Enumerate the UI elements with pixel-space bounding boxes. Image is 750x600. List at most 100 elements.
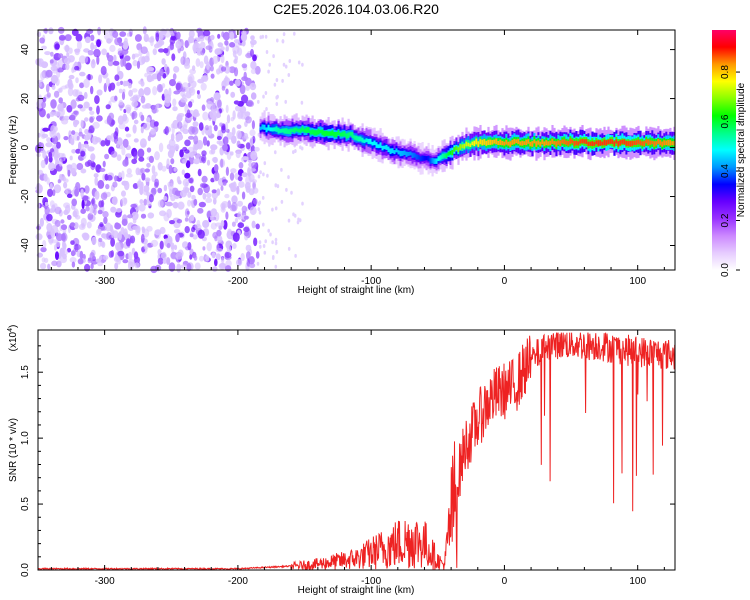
noise-blob [186,263,192,272]
noise-blob [294,253,297,258]
ridge-cell [549,140,552,146]
noise-blob [227,200,231,209]
noise-blob [93,207,97,216]
noise-blob [89,116,94,123]
ridge-cell [493,139,496,144]
noise-blob [71,67,75,74]
noise-blob [274,241,278,246]
ridge-cell [569,138,572,144]
noise-blob [246,99,254,106]
noise-blob [215,253,221,261]
noise-blob [237,222,245,229]
noise-blob [75,33,83,42]
noise-blob [237,110,244,118]
colorbar-tick-label: 0.0 [720,263,731,277]
noise-blob [271,207,274,212]
noise-blob [45,69,53,78]
noise-blob [40,246,47,253]
noise-blob [94,176,98,186]
noise-blob [64,44,70,53]
noise-blob [206,140,210,147]
noise-blob [188,101,193,108]
noise-blob [192,146,197,155]
noise-blob [235,105,241,112]
noise-blob [106,115,112,125]
noise-blob [52,61,60,70]
noise-blob [225,121,229,132]
noise-blob [216,244,220,251]
ridge-cell [377,144,380,149]
noise-blob [250,42,255,48]
ridge-cell [293,127,296,133]
noise-blob [96,228,102,235]
noise-blob [173,143,180,151]
noise-blob [125,238,131,247]
ridge-cell [531,141,534,147]
ridge-cell [535,141,538,147]
ridge-cell [657,138,660,144]
noise-blob [232,243,237,249]
noise-blob [106,135,112,141]
noise-blob [202,246,206,251]
ridge-cell [635,140,638,146]
noise-blob [35,225,42,230]
noise-blob [146,74,153,83]
noise-blob [217,99,222,109]
noise-blob [187,199,192,207]
noise-blob [168,262,176,272]
ridge-cell [439,155,442,161]
noise-blob [265,107,268,111]
noise-blob [232,50,237,58]
noise-blob [81,232,89,239]
ridge-cell [497,141,500,145]
noise-blob [117,250,125,257]
ridge-cell [415,154,418,160]
noise-blob [266,173,269,178]
noise-blob [74,110,80,116]
noise-blob [150,38,154,47]
noise-blob [125,173,133,178]
ridge-cell [391,148,394,154]
noise-blob [99,240,105,247]
ridge-cell [577,141,580,146]
noise-blob [241,63,248,69]
noise-blob [180,189,187,198]
ridge-cell [575,140,578,146]
ridge-cell [567,141,570,146]
noise-blob [234,217,239,224]
spectrogram-y-tick-label: -40 [20,238,31,253]
noise-blob [63,136,69,141]
noise-blob [144,72,149,78]
noise-blob [184,63,191,69]
noise-blob [75,215,81,220]
noise-blob [90,85,94,95]
noise-blob [79,250,84,260]
noise-blob [158,142,164,153]
noise-blob [80,150,86,157]
ridge-cell [433,158,436,164]
noise-blob [65,204,71,214]
ridge-cell [471,141,474,146]
noise-blob [171,53,176,61]
noise-blob [179,149,184,158]
noise-blob [163,48,169,54]
noise-blob [133,138,139,143]
ridge-cell [523,141,526,145]
noise-blob [194,223,202,230]
noise-blob [184,149,190,154]
noise-blob [229,31,235,40]
noise-blob [241,172,248,178]
ridge-cell [665,140,668,146]
noise-blob [117,50,124,56]
noise-blob [110,119,116,126]
ridge-cell [345,133,348,139]
noise-blob [139,199,144,205]
ridge-cell [343,131,346,137]
colorbar-tick-label: 0.8 [720,65,731,79]
noise-blob [262,244,266,248]
spectrogram-x-axis-label: Height of straight line (km) [298,285,415,296]
noise-blob [108,250,114,258]
noise-blob [189,233,194,238]
ridge-cell [607,139,610,145]
noise-blob [69,222,76,227]
